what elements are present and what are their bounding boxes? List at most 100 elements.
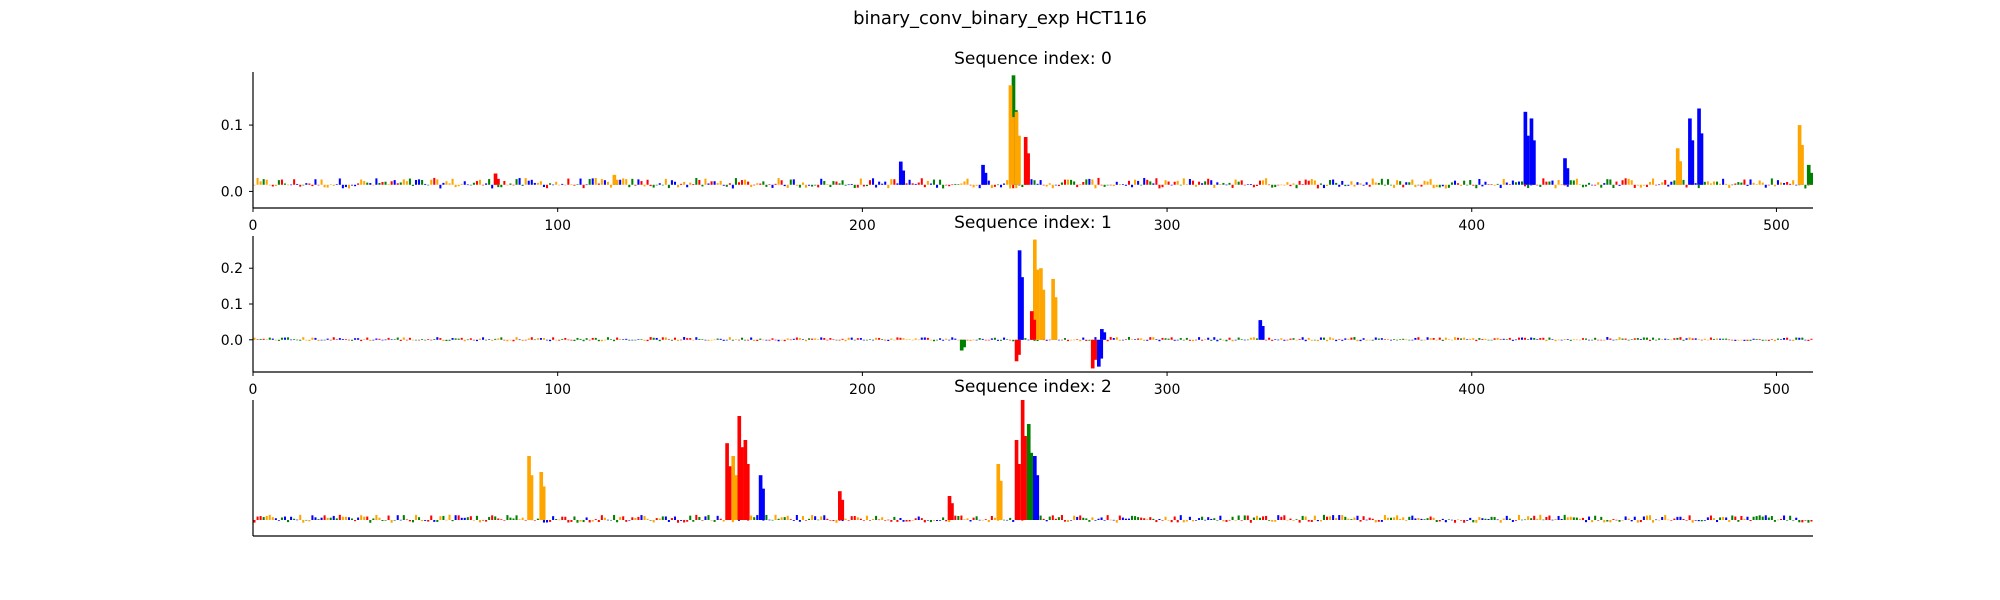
attribution-bar [1405, 182, 1408, 185]
panel-1: Sequence index: 10 100 200 300 400 5000.00.10… [221, 213, 1813, 398]
attribution-bar [698, 180, 701, 185]
attribution-bar [326, 338, 329, 340]
attribution-bar [1706, 181, 1709, 185]
attribution-bar [1652, 178, 1655, 185]
attribution-bar [506, 515, 509, 520]
attribution-bar [1170, 337, 1173, 340]
attribution-bar [1127, 518, 1130, 520]
attribution-bar [945, 338, 948, 340]
attribution-bar [1615, 519, 1618, 521]
attribution-bar [1688, 515, 1691, 520]
attribution-bar [841, 520, 844, 522]
peak-bar [539, 472, 544, 520]
peak-bar [984, 172, 988, 185]
attribution-bar [1219, 515, 1222, 520]
attribution-bar [1536, 518, 1539, 520]
attribution-bar [308, 339, 311, 341]
attribution-bar [689, 182, 692, 185]
attribution-bar [713, 339, 716, 341]
attribution-bar [811, 515, 814, 520]
attribution-bar [1597, 182, 1600, 185]
attribution-bar [1716, 181, 1719, 185]
attribution-bar [1198, 181, 1201, 185]
attribution-bar [1444, 337, 1447, 340]
attribution-bar [390, 339, 393, 341]
attribution-bar [1740, 516, 1743, 520]
attribution-bar [1795, 517, 1798, 520]
attribution-bar [1353, 337, 1356, 340]
attribution-bar [817, 519, 820, 521]
attribution-bar [1606, 179, 1609, 185]
y-tick-label: 0.2 [221, 261, 243, 277]
attribution-bar [1018, 184, 1021, 186]
attribution-bar [1365, 339, 1368, 341]
attribution-bar [673, 181, 677, 185]
attribution-bar [1685, 520, 1688, 521]
attribution-bar [1173, 339, 1176, 341]
attribution-bar [1396, 339, 1399, 341]
attribution-bar [1045, 339, 1048, 341]
attribution-bar [719, 518, 722, 520]
attribution-bar [893, 179, 896, 185]
attribution-bar [969, 339, 972, 341]
attribution-bar [1319, 337, 1322, 340]
y-tick-label: 0.0 [221, 184, 243, 200]
attribution-bar [1566, 517, 1569, 520]
attribution-bar [1530, 184, 1533, 186]
attribution-bar [1798, 184, 1801, 186]
attribution-bar [1252, 337, 1255, 340]
peak-bar [1008, 85, 1013, 185]
attribution-bar [1511, 339, 1514, 341]
attribution-bar [253, 337, 256, 340]
attribution-bar [1048, 516, 1051, 520]
attribution-bar [329, 517, 332, 520]
attribution-bar [625, 338, 628, 340]
attribution-bar [683, 520, 686, 523]
attribution-bar [1067, 339, 1070, 342]
attribution-bar [1365, 182, 1368, 185]
attribution-bar [771, 184, 774, 188]
attribution-bar [1441, 518, 1444, 520]
attribution-bar [1112, 338, 1115, 340]
attribution-bar [1661, 339, 1664, 340]
attribution-bar [1712, 518, 1715, 520]
attribution-bar [1316, 520, 1319, 522]
attribution-bar [341, 516, 344, 520]
attribution-bar [622, 339, 625, 341]
attribution-bar [308, 520, 311, 522]
attribution-bar [1414, 184, 1417, 188]
attribution-bar [454, 338, 457, 340]
attribution-bar [314, 179, 317, 185]
attribution-bar [1368, 339, 1371, 341]
attribution-bar [801, 182, 804, 185]
attribution-bar [1679, 337, 1682, 340]
attribution-bar [984, 339, 987, 341]
attribution-bar [1402, 184, 1405, 188]
attribution-bar [1441, 339, 1444, 341]
attribution-bar [1051, 184, 1054, 189]
attribution-bar [1487, 184, 1490, 185]
attribution-bar [1258, 180, 1262, 185]
attribution-bar [1274, 339, 1277, 340]
peak-bar [1688, 118, 1692, 185]
attribution-bar [1776, 519, 1779, 521]
attribution-bar [1225, 520, 1228, 522]
attribution-bar [945, 184, 948, 186]
attribution-bar [926, 520, 929, 521]
attribution-bar [536, 182, 539, 185]
attribution-bar [1033, 180, 1036, 185]
attribution-bar [680, 183, 683, 185]
attribution-bar [1356, 182, 1359, 185]
attribution-bar [1460, 184, 1463, 186]
attribution-bar [1600, 516, 1603, 520]
attribution-bar [357, 338, 360, 340]
attribution-bar [1581, 184, 1584, 188]
attribution-bar [865, 184, 868, 187]
peak-bar [1029, 311, 1034, 340]
attribution-bar [1237, 515, 1240, 520]
attribution-bar [1758, 515, 1761, 520]
attribution-bar [1201, 516, 1204, 520]
attribution-bar [283, 183, 287, 185]
peak-bar [725, 443, 729, 520]
attribution-bar [1252, 517, 1255, 520]
